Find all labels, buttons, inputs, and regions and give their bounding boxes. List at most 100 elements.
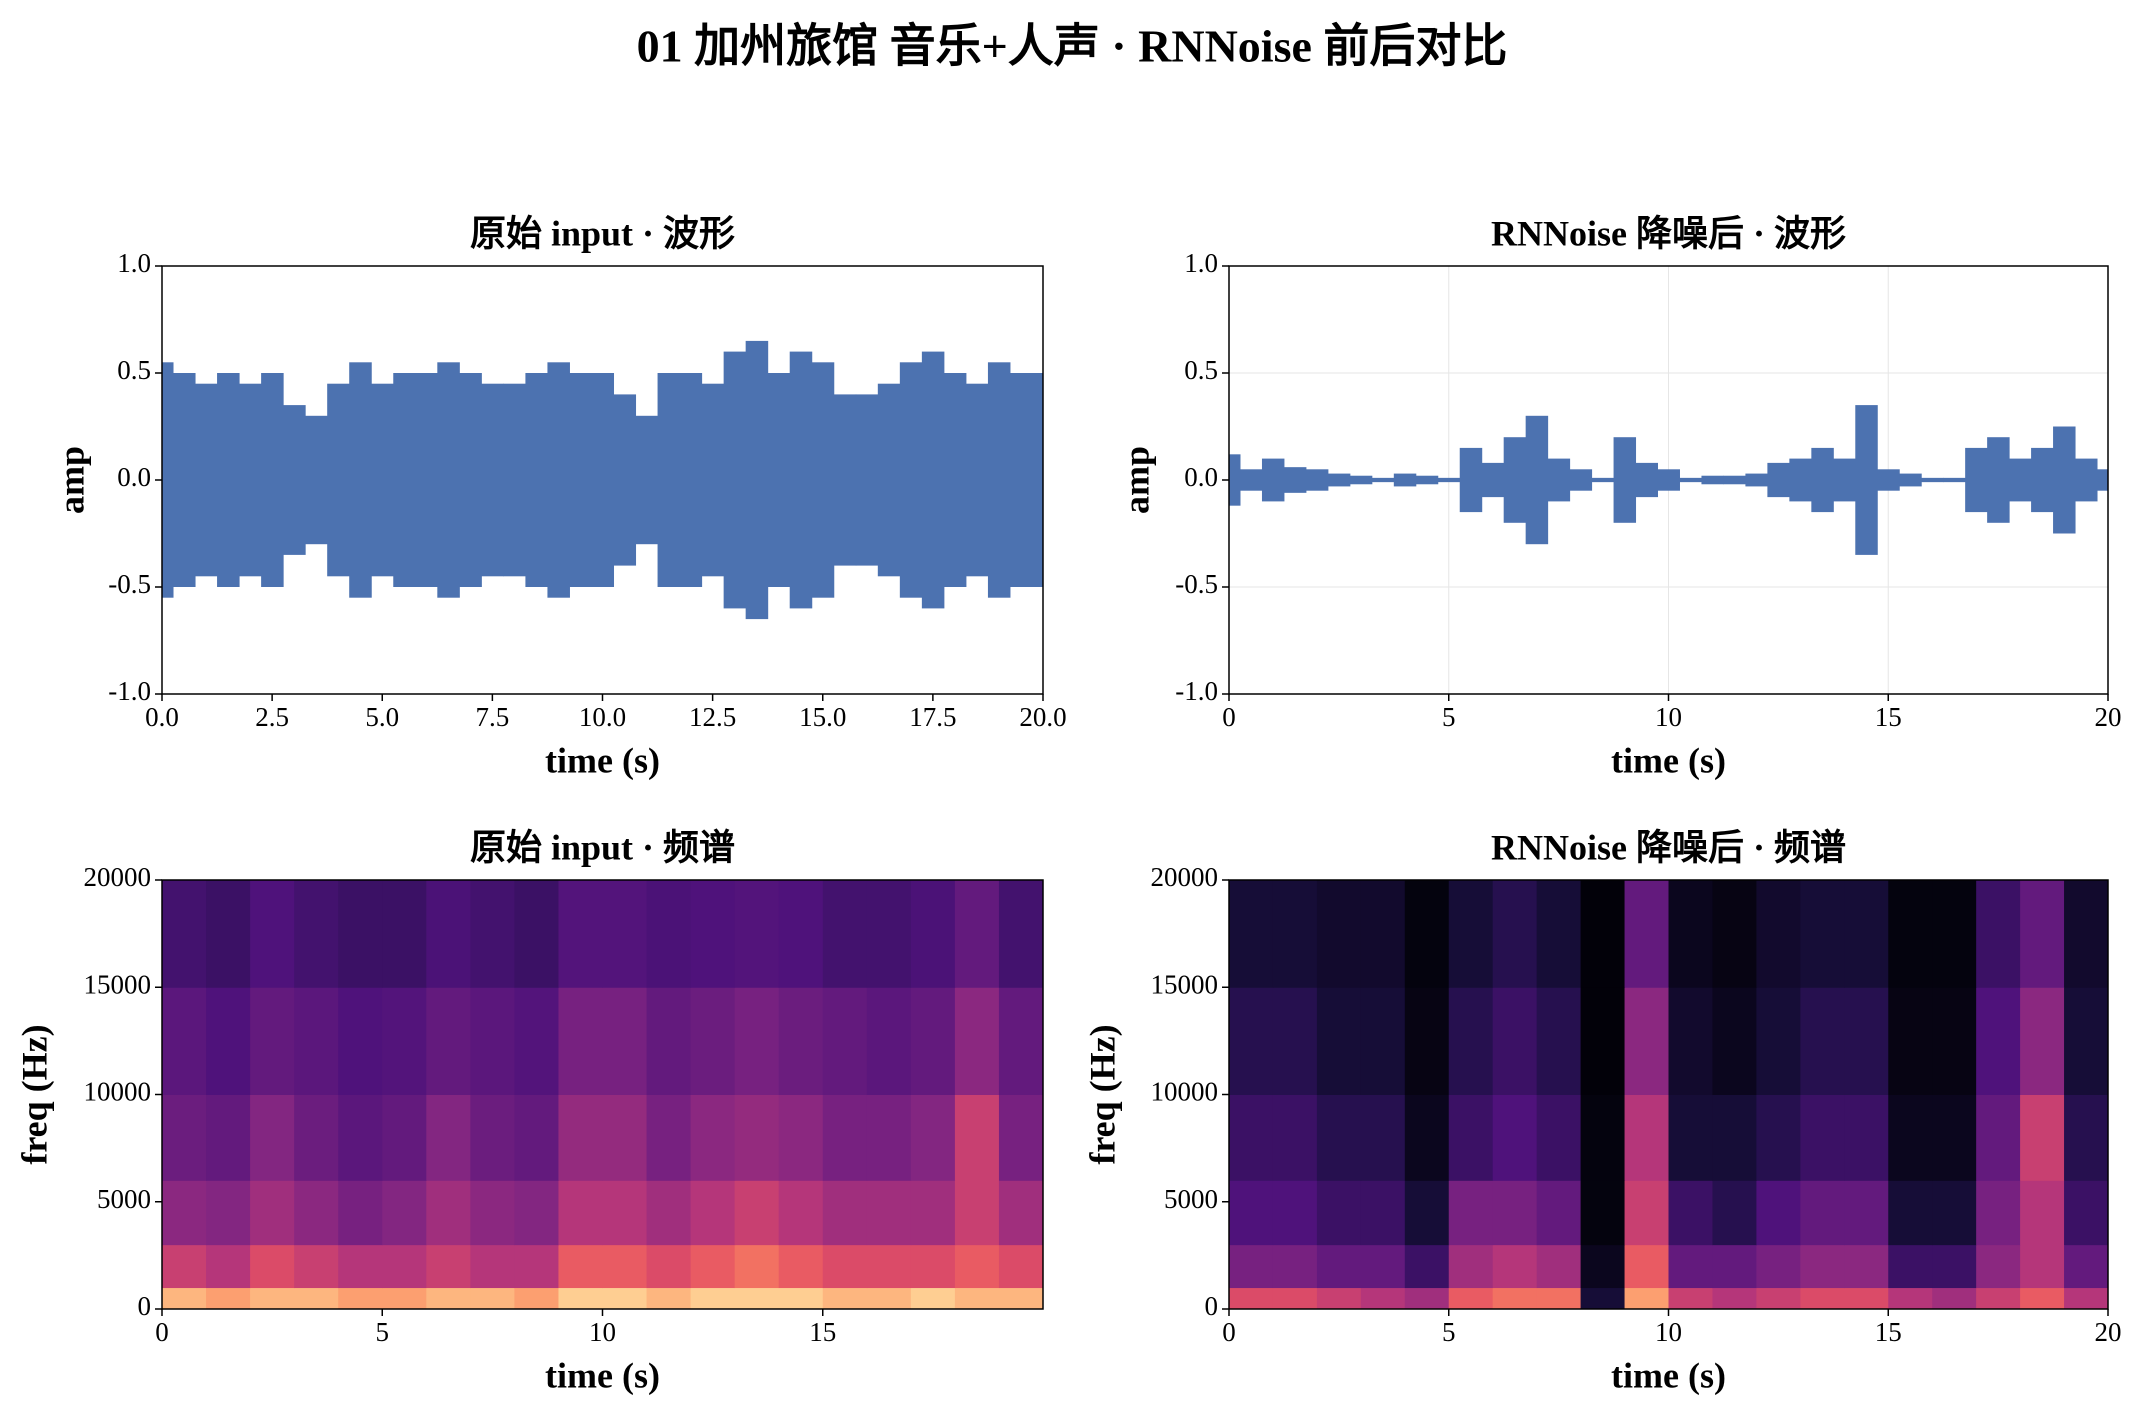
spectrogram-cell	[998, 1287, 1043, 1309]
amplitude-envelope	[1635, 462, 1659, 498]
amplitude-envelope	[459, 373, 482, 587]
spectrogram-cell	[866, 987, 912, 1095]
amplitude-envelope	[217, 373, 240, 587]
spectrogram-cell	[1756, 880, 1801, 988]
amplitude-envelope	[1987, 437, 2010, 523]
spectrogram-cell	[910, 1287, 956, 1309]
y-tick-label: -1.0	[108, 676, 151, 706]
amplitude-envelope	[547, 362, 570, 598]
spectrogram-cell	[1580, 1180, 1626, 1246]
x-tick-label: 10.0	[579, 702, 626, 732]
amplitude-envelope	[1481, 462, 1505, 498]
x-tick-label: 0	[1222, 1317, 1236, 1347]
spectrogram-cell	[910, 1180, 956, 1246]
spectrogram-cell	[998, 987, 1043, 1095]
spectrogram-cell	[426, 880, 471, 988]
spectrogram-cell	[2020, 1180, 2065, 1246]
spectrogram-cell	[1580, 1244, 1626, 1289]
spectrogram-cell	[1536, 1180, 1582, 1246]
spectrogram-cell	[1229, 1180, 1274, 1246]
spectrogram-cell	[1580, 1094, 1626, 1181]
spectrogram-cell	[1888, 1094, 1933, 1181]
spectrogram-cell	[1229, 880, 1274, 988]
spectrogram-cell	[1492, 987, 1538, 1095]
spectrogram-cell	[954, 1287, 1000, 1309]
spectrogram-cell	[470, 1094, 515, 1181]
x-tick-label: 0	[155, 1317, 169, 1347]
spectrogram-cell	[162, 1287, 207, 1309]
spectrogram-cell	[866, 1094, 912, 1181]
spectrogram-cell	[1976, 1244, 2021, 1289]
spectrogram-cell	[1448, 880, 1494, 988]
spectrogram-cell	[954, 1094, 1000, 1181]
spectrogram-cell	[1492, 1094, 1538, 1181]
amplitude-envelope	[349, 362, 372, 598]
spectrogram-cell	[1580, 1287, 1626, 1309]
amplitude-envelope	[877, 383, 901, 577]
amplitude-envelope	[1591, 477, 1615, 483]
x-axis-label: time (s)	[545, 740, 660, 780]
x-tick-label: 10	[1655, 702, 1682, 732]
spectrogram-cell	[514, 1180, 559, 1246]
amplitude-envelope	[657, 373, 681, 587]
spectrogram-cell	[382, 1180, 427, 1246]
spectrogram-cell	[1448, 1287, 1494, 1309]
y-tick-label: 10000	[1151, 1077, 1219, 1107]
amplitude-envelope	[1283, 467, 1307, 493]
spectrogram-cell	[690, 1180, 736, 1246]
y-axis-label: freq (Hz)	[14, 1024, 54, 1164]
spectrogram-cell	[338, 1244, 383, 1289]
amplitude-envelope	[1305, 469, 1329, 491]
y-tick-label: 15000	[1151, 969, 1219, 999]
amplitude-envelope	[613, 394, 637, 566]
spectrogram-cell	[734, 880, 780, 988]
spectrogram-cell	[1668, 1244, 1713, 1289]
spectrogram-cell	[1756, 1287, 1801, 1309]
amplitude-envelope	[1569, 469, 1593, 491]
x-tick-label: 5	[376, 1317, 390, 1347]
amplitude-envelope	[1009, 373, 1033, 587]
spectrogram-cell	[1932, 1094, 1977, 1181]
amplitude-envelope	[1899, 473, 1922, 487]
x-tick-label: 15	[1875, 1317, 1902, 1347]
spectrogram-cell	[514, 880, 559, 988]
x-tick-label: 20.0	[1019, 702, 1066, 732]
spectrogram-cell	[690, 880, 736, 988]
spectrogram-cell	[470, 1244, 515, 1289]
spectrogram-cell	[1492, 1180, 1538, 1246]
amplitude-envelope	[1701, 475, 1724, 485]
spectrogram-cell	[954, 880, 1000, 988]
spectrogram-cell	[778, 1094, 824, 1181]
spectrogram-cell	[1932, 1244, 1977, 1289]
subplot: 0 5 10 15 20 0 5000 10000 15000 20000 RNNoise 降噪后 …	[1082, 827, 2121, 1395]
spectrogram-cell	[954, 987, 1000, 1095]
plot-area	[1229, 405, 2108, 555]
spectrogram-cell	[1624, 1244, 1669, 1289]
spectrogram-cell	[646, 1180, 692, 1246]
spectrogram-cell	[1404, 1244, 1450, 1289]
x-tick-label: 5	[1442, 1317, 1456, 1347]
amplitude-envelope	[1229, 454, 1241, 506]
spectrogram-cell	[426, 1180, 471, 1246]
amplitude-envelope	[987, 362, 1011, 598]
spectrogram-cell	[1492, 1287, 1538, 1309]
spectrogram-cell	[1932, 1287, 1977, 1309]
amplitude-envelope	[261, 373, 284, 587]
amplitude-envelope	[745, 340, 769, 620]
spectrogram-cell	[822, 1287, 868, 1309]
spectrogram-cell	[1888, 880, 1933, 988]
spectrogram-cell	[1360, 987, 1406, 1095]
spectrogram-cell	[646, 1094, 692, 1181]
spectrogram-cell	[2064, 1244, 2108, 1289]
amplitude-envelope	[591, 373, 615, 587]
spectrogram-cell	[1888, 987, 1933, 1095]
y-tick-label: 0.5	[1184, 355, 1218, 385]
spectrogram-cell	[778, 987, 824, 1095]
spectrogram-cell	[1360, 1180, 1406, 1246]
spectrogram-cell	[470, 1287, 515, 1309]
spectrogram-cell	[1932, 1180, 1977, 1246]
spectrogram-cell	[1404, 1287, 1450, 1309]
spectrogram-cell	[822, 1180, 868, 1246]
x-tick-label: 7.5	[476, 702, 510, 732]
spectrogram-cell	[1712, 1244, 1757, 1289]
